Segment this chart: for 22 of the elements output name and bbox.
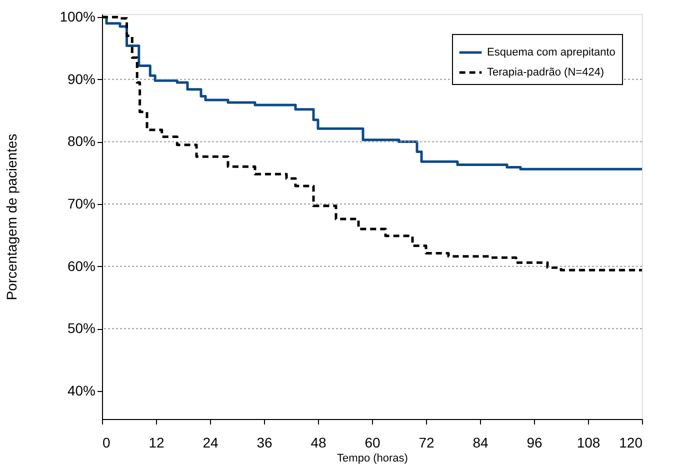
- legend-label: Esquema com aprepitanto: [487, 46, 616, 58]
- y-axis-title: Porcentagem de pacientes: [4, 134, 20, 300]
- x-tick-label: 84: [472, 434, 488, 450]
- x-tick-label: 48: [310, 434, 326, 450]
- y-tick-label: 60%: [67, 258, 96, 274]
- x-tick-label: 60: [364, 434, 380, 450]
- x-tick-label: 36: [256, 434, 272, 450]
- x-tick-label: 108: [576, 434, 600, 450]
- x-tick-label: 120: [619, 434, 643, 450]
- y-tick-label: 90%: [67, 70, 96, 87]
- x-tick-label: 0: [102, 434, 110, 450]
- x-tick-label: 96: [526, 434, 542, 450]
- x-tick-label: 12: [148, 434, 164, 450]
- y-tick-label: 50%: [67, 320, 96, 336]
- y-tick-label: 100%: [60, 8, 96, 25]
- y-tick-label: 80%: [67, 133, 96, 150]
- x-tick-label: 24: [202, 434, 218, 450]
- x-tick-label: 72: [418, 434, 434, 450]
- legend-label: Terapia-padrão (N=424): [487, 66, 604, 78]
- y-tick-label: 40%: [67, 382, 96, 398]
- y-tick-label: 70%: [67, 196, 96, 212]
- x-axis-title: Tempo (horas): [337, 452, 408, 464]
